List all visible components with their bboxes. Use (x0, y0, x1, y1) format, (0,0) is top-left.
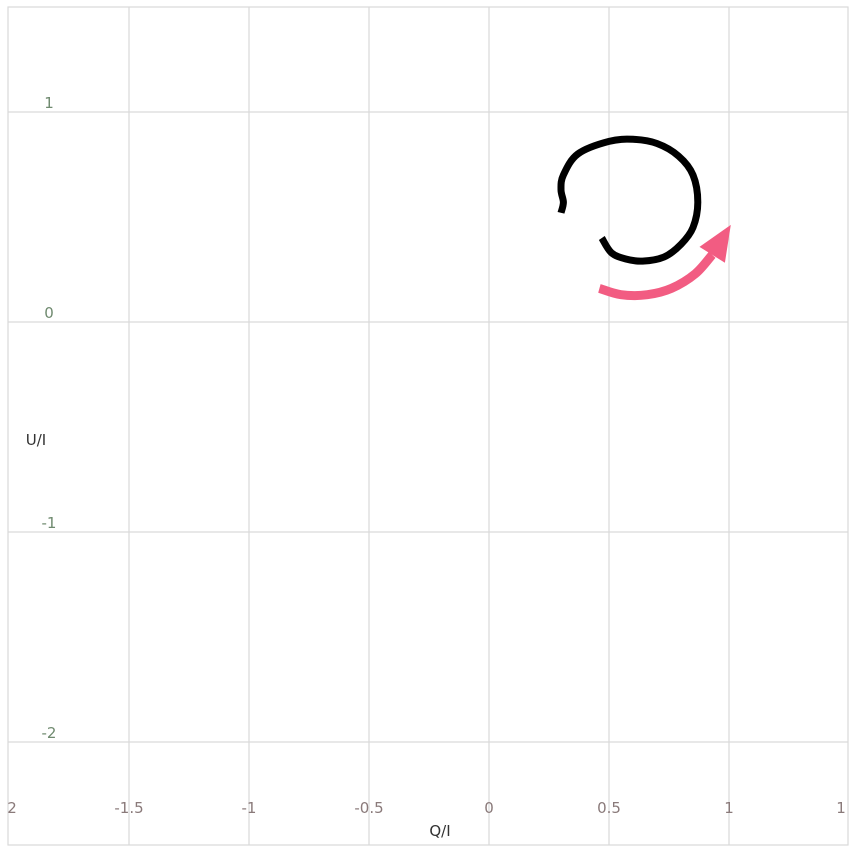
x-tick-label: -0.5 (354, 799, 383, 817)
y-axis-label: U/I (26, 431, 46, 449)
series-layer (557, 135, 702, 265)
y-tick-label: -2 (42, 724, 57, 742)
x-tick-label: 1 (724, 799, 734, 817)
x-tick-label: 1 (836, 799, 846, 817)
plot-frame (7, 6, 849, 846)
x-axis-label: Q/I (429, 822, 450, 840)
x-tick-label: 0 (484, 799, 494, 817)
x-tick-label: -1.5 (114, 799, 143, 817)
direction-arrow-shaft (598, 251, 716, 301)
x-tick-label: 2 (7, 799, 17, 817)
annotation-layer (598, 224, 731, 301)
y-tick-label: 0 (44, 304, 54, 322)
x-tick-label: 0.5 (597, 799, 621, 817)
y-tick-label: 1 (44, 94, 54, 112)
y-tick-label: -1 (42, 514, 57, 532)
y-tick-labels: 1 0 -1 -2 (42, 94, 57, 742)
grid (8, 7, 848, 845)
x-tick-labels: 2 -1.5 -1 -0.5 0 0.5 1 1 (7, 799, 846, 817)
direction-arrow-head (699, 224, 731, 263)
x-tick-label: -1 (242, 799, 257, 817)
polarization-curve (557, 135, 702, 265)
